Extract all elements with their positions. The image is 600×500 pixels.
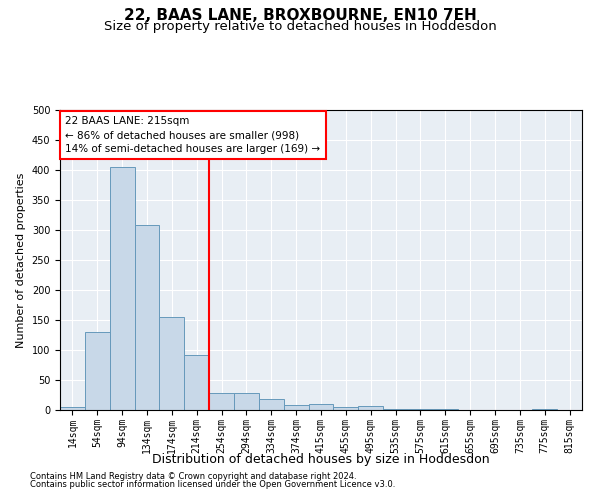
Bar	[184, 355, 209, 410]
Text: 22, BAAS LANE, BROXBOURNE, EN10 7EH: 22, BAAS LANE, BROXBOURNE, EN10 7EH	[124, 8, 476, 22]
Bar	[160, 317, 184, 410]
Text: Contains HM Land Registry data © Crown copyright and database right 2024.: Contains HM Land Registry data © Crown c…	[30, 472, 356, 481]
Bar	[134, 225, 160, 410]
Y-axis label: Number of detached properties: Number of detached properties	[16, 172, 26, 348]
Text: Contains public sector information licensed under the Open Government Licence v3: Contains public sector information licen…	[30, 480, 395, 489]
Bar	[110, 167, 134, 410]
Bar	[284, 405, 308, 410]
Bar	[334, 407, 358, 410]
Bar	[259, 399, 284, 410]
Bar	[234, 392, 259, 410]
Bar	[60, 407, 85, 410]
Bar	[85, 332, 110, 410]
Text: Distribution of detached houses by size in Hoddesdon: Distribution of detached houses by size …	[152, 452, 490, 466]
Bar	[209, 392, 234, 410]
Text: Size of property relative to detached houses in Hoddesdon: Size of property relative to detached ho…	[104, 20, 496, 33]
Bar	[308, 404, 334, 410]
Text: 22 BAAS LANE: 215sqm
← 86% of detached houses are smaller (998)
14% of semi-deta: 22 BAAS LANE: 215sqm ← 86% of detached h…	[65, 116, 320, 154]
Bar	[358, 406, 383, 410]
